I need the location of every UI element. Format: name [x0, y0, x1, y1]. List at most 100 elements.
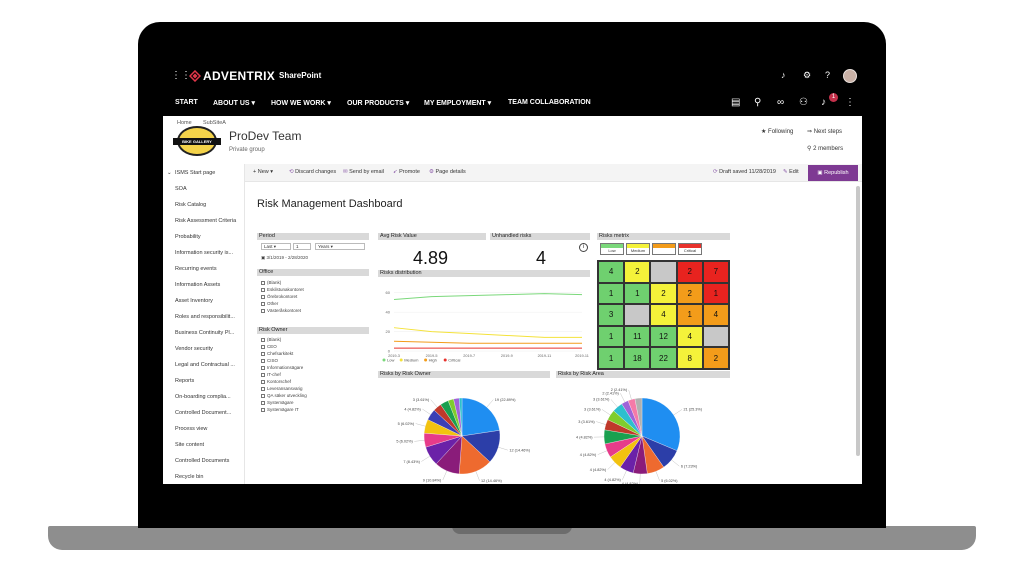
office-option[interactable]: Other [261, 301, 278, 306]
office-option[interactable]: (Blank) [261, 280, 281, 285]
owner-option[interactable]: Systemägare [261, 400, 294, 405]
leftnav-item[interactable]: Risk Catalog [175, 202, 207, 208]
help-icon[interactable]: ? [825, 70, 831, 80]
owner-option[interactable]: Chefsarkitekt [261, 351, 293, 356]
legend-critical[interactable]: Critical [678, 243, 702, 255]
discard-changes-button[interactable]: ⟲ Discard changes [289, 169, 337, 175]
matrix-cell[interactable] [624, 304, 651, 326]
people-icon[interactable]: ⚇ [799, 97, 808, 108]
notification-icon[interactable]: ♪ [821, 97, 826, 108]
leftnav-item[interactable]: Information Assets [175, 282, 221, 288]
matrix-cell[interactable]: 3 [598, 304, 625, 326]
nav-item-my-employment[interactable]: MY EMPLOYMENT ▾ [424, 100, 492, 107]
nav-item-how-we-work[interactable]: HOW WE WORK ▾ [271, 100, 331, 107]
leftnav-item[interactable]: On-boarding complia... [175, 394, 231, 400]
info-icon[interactable]: i [579, 243, 588, 252]
leftnav-item[interactable]: Reports [175, 378, 195, 384]
matrix-cell[interactable]: 22 [650, 347, 677, 369]
legend-low[interactable]: Low [600, 243, 624, 255]
nav-collapse-icon[interactable]: ⌄ [167, 170, 172, 176]
leftnav-item[interactable]: Recurring events [175, 266, 217, 272]
republish-button[interactable]: ▣ Republish [808, 165, 858, 181]
next-steps-button[interactable]: ⇒ Next steps [807, 129, 843, 135]
nav-item-our-products[interactable]: OUR PRODUCTS ▾ [347, 100, 410, 107]
office-option[interactable]: Västeråskontoret [261, 308, 301, 313]
matrix-cell[interactable]: 1 [598, 325, 625, 348]
leftnav-item[interactable]: Business Continuity Pl... [175, 330, 235, 336]
send-by-email-button[interactable]: ✉ Send by email [343, 169, 384, 175]
matrix-cell[interactable]: 4 [650, 304, 677, 326]
gear-icon[interactable]: ⚙ [803, 70, 812, 80]
leftnav-item[interactable]: ISMS Start page [175, 170, 216, 176]
owner-option[interactable]: CISO [261, 358, 278, 363]
owner-option[interactable]: QA säker utveckling [261, 393, 307, 398]
leftnav-item[interactable]: Recycle bin [175, 474, 204, 480]
matrix-cell[interactable]: 7 [702, 261, 729, 283]
leftnav-item[interactable]: Information security is... [175, 250, 234, 256]
bell-icon[interactable]: ♪ [781, 70, 786, 80]
matrix-cell[interactable]: 4 [676, 325, 703, 348]
leftnav-item[interactable]: Controlled Document... [175, 410, 232, 416]
leftnav-item[interactable]: SOA [175, 186, 187, 192]
matrix-cell[interactable]: 2 [676, 261, 703, 283]
matrix-cell[interactable]: 18 [624, 347, 651, 369]
matrix-cell[interactable]: 1 [598, 282, 625, 305]
owner-option[interactable]: Kontorschef [261, 379, 291, 384]
site-title[interactable]: ProDev Team [229, 129, 302, 143]
leftnav-item[interactable]: Controlled Documents [175, 458, 230, 464]
matrix-cell[interactable]: 11 [624, 325, 651, 348]
leftnav-item[interactable]: Vendor security [175, 346, 213, 352]
matrix-cell[interactable]: 1 [624, 282, 651, 305]
office-option[interactable]: Eskilstunakontoret [261, 287, 304, 292]
period-select-unit[interactable]: Years ▾ [315, 243, 365, 250]
owner-option[interactable]: (Blank) [261, 337, 281, 342]
promote-button[interactable]: ➹ Promote [393, 169, 420, 175]
more-icon[interactable]: ⋮ [845, 97, 855, 108]
matrix-cell[interactable]: 2 [624, 261, 651, 283]
matrix-cell[interactable] [702, 325, 729, 348]
owner-option[interactable]: Informationsägare [261, 365, 303, 370]
matrix-cell[interactable]: 1 [702, 282, 729, 305]
matrix-cell[interactable]: 1 [676, 304, 703, 326]
app-name[interactable]: SharePoint [279, 71, 322, 80]
members-button[interactable]: ⚲ 2 members [807, 146, 844, 152]
pie-slice[interactable] [641, 397, 681, 451]
office-option[interactable]: Örebrokontoret [261, 294, 297, 299]
avatar[interactable] [843, 69, 857, 83]
owner-option[interactable]: IT-chef [261, 372, 281, 377]
following-button[interactable]: ★ Following [761, 129, 794, 135]
content-scrollbar[interactable] [856, 186, 860, 456]
leftnav-item[interactable]: Process view [175, 426, 208, 432]
nav-item-about-us[interactable]: ABOUT US ▾ [213, 100, 256, 107]
link-icon[interactable]: ∞ [777, 97, 785, 108]
period-select-count[interactable]: 1 [293, 243, 311, 250]
leftnav-item[interactable]: Roles and responsibilit... [175, 314, 235, 320]
pie-slice[interactable] [461, 397, 500, 437]
matrix-cell[interactable]: 2 [702, 347, 729, 369]
period-select-last[interactable]: Last ▾ [261, 243, 291, 250]
breadcrumb-subsite[interactable]: SubSiteA [203, 120, 226, 126]
leftnav-item[interactable]: Site content [175, 442, 205, 448]
leftnav-item[interactable]: Risk Assessment Criteria [175, 218, 237, 224]
matrix-cell[interactable]: 4 [598, 261, 625, 283]
search-icon[interactable]: ⚲ [754, 97, 762, 108]
pie-slice[interactable] [634, 397, 643, 437]
matrix-cell[interactable]: 4 [702, 304, 729, 326]
matrix-cell[interactable]: 8 [676, 347, 703, 369]
nav-item-start[interactable]: START [175, 99, 198, 106]
owner-option[interactable]: Leveransansvarig [261, 386, 303, 391]
page-details-button[interactable]: ⚙ Page details [429, 169, 466, 175]
matrix-cell[interactable] [650, 261, 677, 283]
new-button[interactable]: + New ▾ [253, 169, 274, 175]
waffle-icon[interactable]: ⋮⋮ [171, 70, 191, 81]
leftnav-item[interactable]: Probability [175, 234, 201, 240]
document-icon[interactable]: ▤ [731, 97, 741, 108]
leftnav-item[interactable]: Legal and Contractual ... [175, 362, 235, 368]
legend-medium[interactable]: Medium [626, 243, 650, 255]
matrix-cell[interactable]: 1 [598, 347, 625, 369]
owner-option[interactable]: Systemägare IT [261, 407, 299, 412]
owner-option[interactable]: CEO [261, 344, 277, 349]
matrix-cell[interactable]: 2 [676, 282, 703, 305]
edit-button[interactable]: ✎ Edit [783, 169, 799, 175]
matrix-cell[interactable]: 12 [650, 325, 677, 348]
